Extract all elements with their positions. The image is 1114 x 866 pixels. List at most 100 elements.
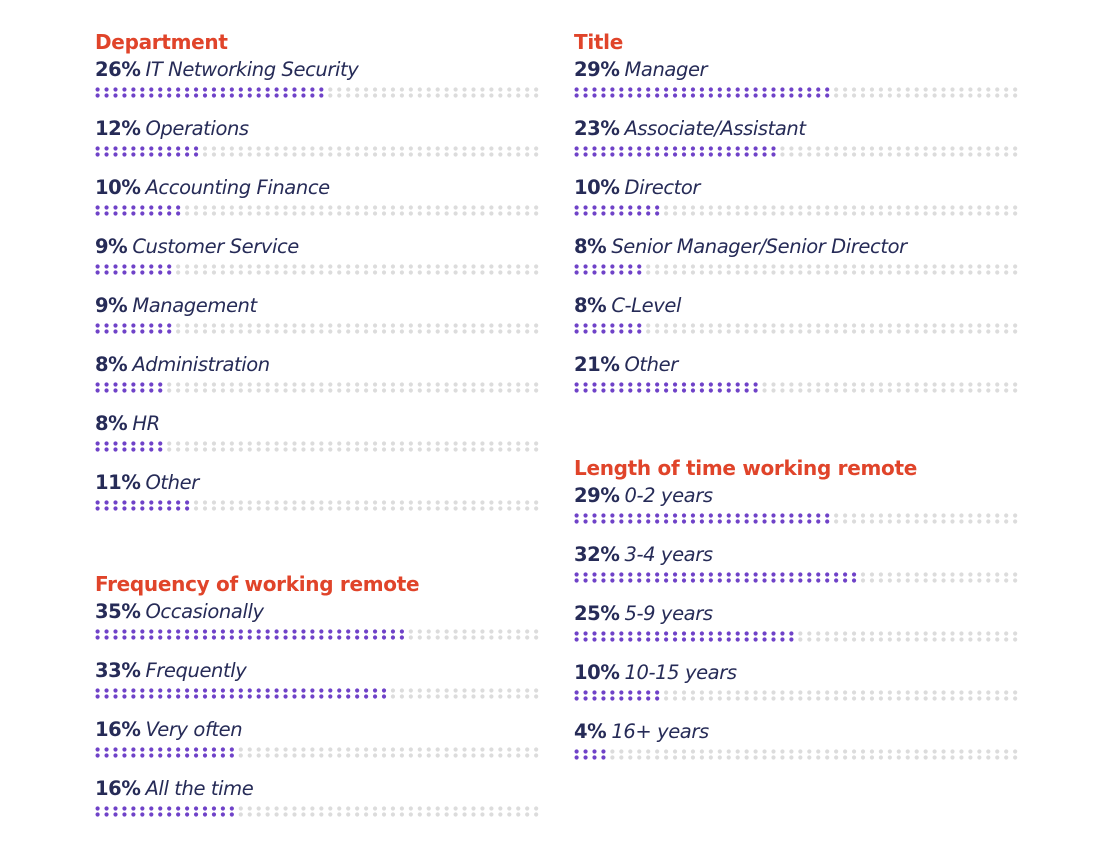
filled-dot (167, 635, 172, 640)
empty-dot (534, 447, 539, 452)
filled-dot (167, 264, 172, 269)
empty-dot (834, 270, 839, 275)
empty-dot (878, 152, 883, 157)
empty-dot (771, 329, 776, 334)
empty-dot (328, 152, 333, 157)
filled-dot (762, 637, 767, 642)
empty-dot (914, 755, 919, 760)
empty-dot (995, 205, 1000, 210)
empty-dot (399, 152, 404, 157)
filled-dot (301, 93, 306, 98)
empty-dot (860, 572, 866, 577)
filled-dot (176, 753, 181, 758)
empty-dot (507, 270, 512, 275)
empty-dot (860, 264, 866, 269)
empty-dot (435, 747, 440, 752)
empty-dot (699, 749, 704, 754)
empty-dot (672, 749, 678, 754)
empty-dot (986, 211, 991, 216)
filled-dot (619, 513, 624, 518)
empty-dot (364, 152, 369, 157)
filled-dot (104, 629, 109, 634)
empty-dot (896, 755, 901, 760)
filled-dot (610, 152, 615, 157)
filled-dot (592, 146, 597, 151)
empty-dot (887, 146, 892, 151)
empty-dot (167, 441, 172, 446)
empty-dot (426, 635, 431, 640)
empty-dot (708, 690, 713, 695)
filled-dot (807, 87, 812, 92)
data-label: 26% (95, 58, 141, 81)
empty-dot (905, 211, 910, 216)
empty-dot (825, 264, 830, 269)
filled-dot (655, 690, 660, 695)
empty-dot (408, 447, 413, 452)
empty-dot (950, 152, 955, 157)
filled-dot (122, 323, 127, 328)
empty-dot (462, 812, 467, 817)
filled-dot (122, 264, 127, 269)
filled-dot (708, 93, 713, 98)
empty-dot (167, 382, 172, 387)
filled-dot (104, 447, 109, 452)
filled-dot (140, 806, 145, 811)
filled-dot (238, 688, 243, 693)
empty-dot (816, 264, 821, 269)
empty-dot (435, 146, 440, 151)
filled-dot (601, 211, 606, 216)
filled-dot (149, 152, 154, 157)
empty-dot (399, 806, 404, 811)
filled-dot (176, 152, 181, 157)
empty-dot (834, 749, 839, 754)
empty-dot (887, 637, 892, 642)
filled-dot (699, 637, 704, 642)
filled-dot (364, 688, 369, 693)
empty-dot (283, 441, 288, 446)
empty-dot (851, 264, 857, 269)
filled-dot (238, 629, 243, 634)
filled-dot (193, 93, 199, 98)
empty-dot (950, 690, 955, 695)
empty-dot (355, 747, 360, 752)
empty-dot (408, 329, 413, 334)
empty-dot (292, 205, 297, 210)
empty-dot (193, 388, 199, 393)
filled-dot (619, 264, 624, 269)
data-label: 16% (95, 718, 141, 741)
dot-bar (574, 513, 1018, 524)
filled-dot (717, 513, 722, 518)
empty-dot (328, 441, 333, 446)
filled-dot (149, 812, 154, 817)
empty-dot (664, 696, 669, 701)
filled-dot (381, 688, 387, 693)
empty-dot (887, 631, 892, 636)
filled-dot (319, 694, 324, 699)
empty-dot (986, 578, 991, 583)
filled-dot (699, 146, 704, 151)
empty-dot (453, 747, 458, 752)
empty-dot (238, 323, 243, 328)
filled-dot (843, 572, 848, 577)
filled-dot (185, 146, 190, 151)
filled-dot (646, 513, 651, 518)
empty-dot (381, 87, 387, 92)
empty-dot (516, 205, 521, 210)
empty-dot (202, 264, 208, 269)
filled-dot (798, 578, 803, 583)
empty-dot (265, 447, 270, 452)
empty-dot (977, 87, 982, 92)
empty-dot (681, 749, 687, 754)
filled-dot (574, 382, 579, 387)
empty-dot (489, 93, 494, 98)
filled-dot (646, 146, 651, 151)
dot-bar (574, 631, 1018, 642)
filled-dot (328, 694, 333, 699)
empty-dot (851, 388, 857, 393)
filled-dot (104, 205, 109, 210)
filled-dot (780, 637, 785, 642)
filled-dot (619, 631, 624, 636)
filled-dot (690, 87, 696, 92)
empty-dot (301, 747, 306, 752)
empty-dot (301, 447, 306, 452)
